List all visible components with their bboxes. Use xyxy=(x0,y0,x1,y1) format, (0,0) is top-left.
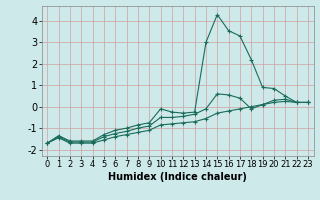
X-axis label: Humidex (Indice chaleur): Humidex (Indice chaleur) xyxy=(108,172,247,182)
